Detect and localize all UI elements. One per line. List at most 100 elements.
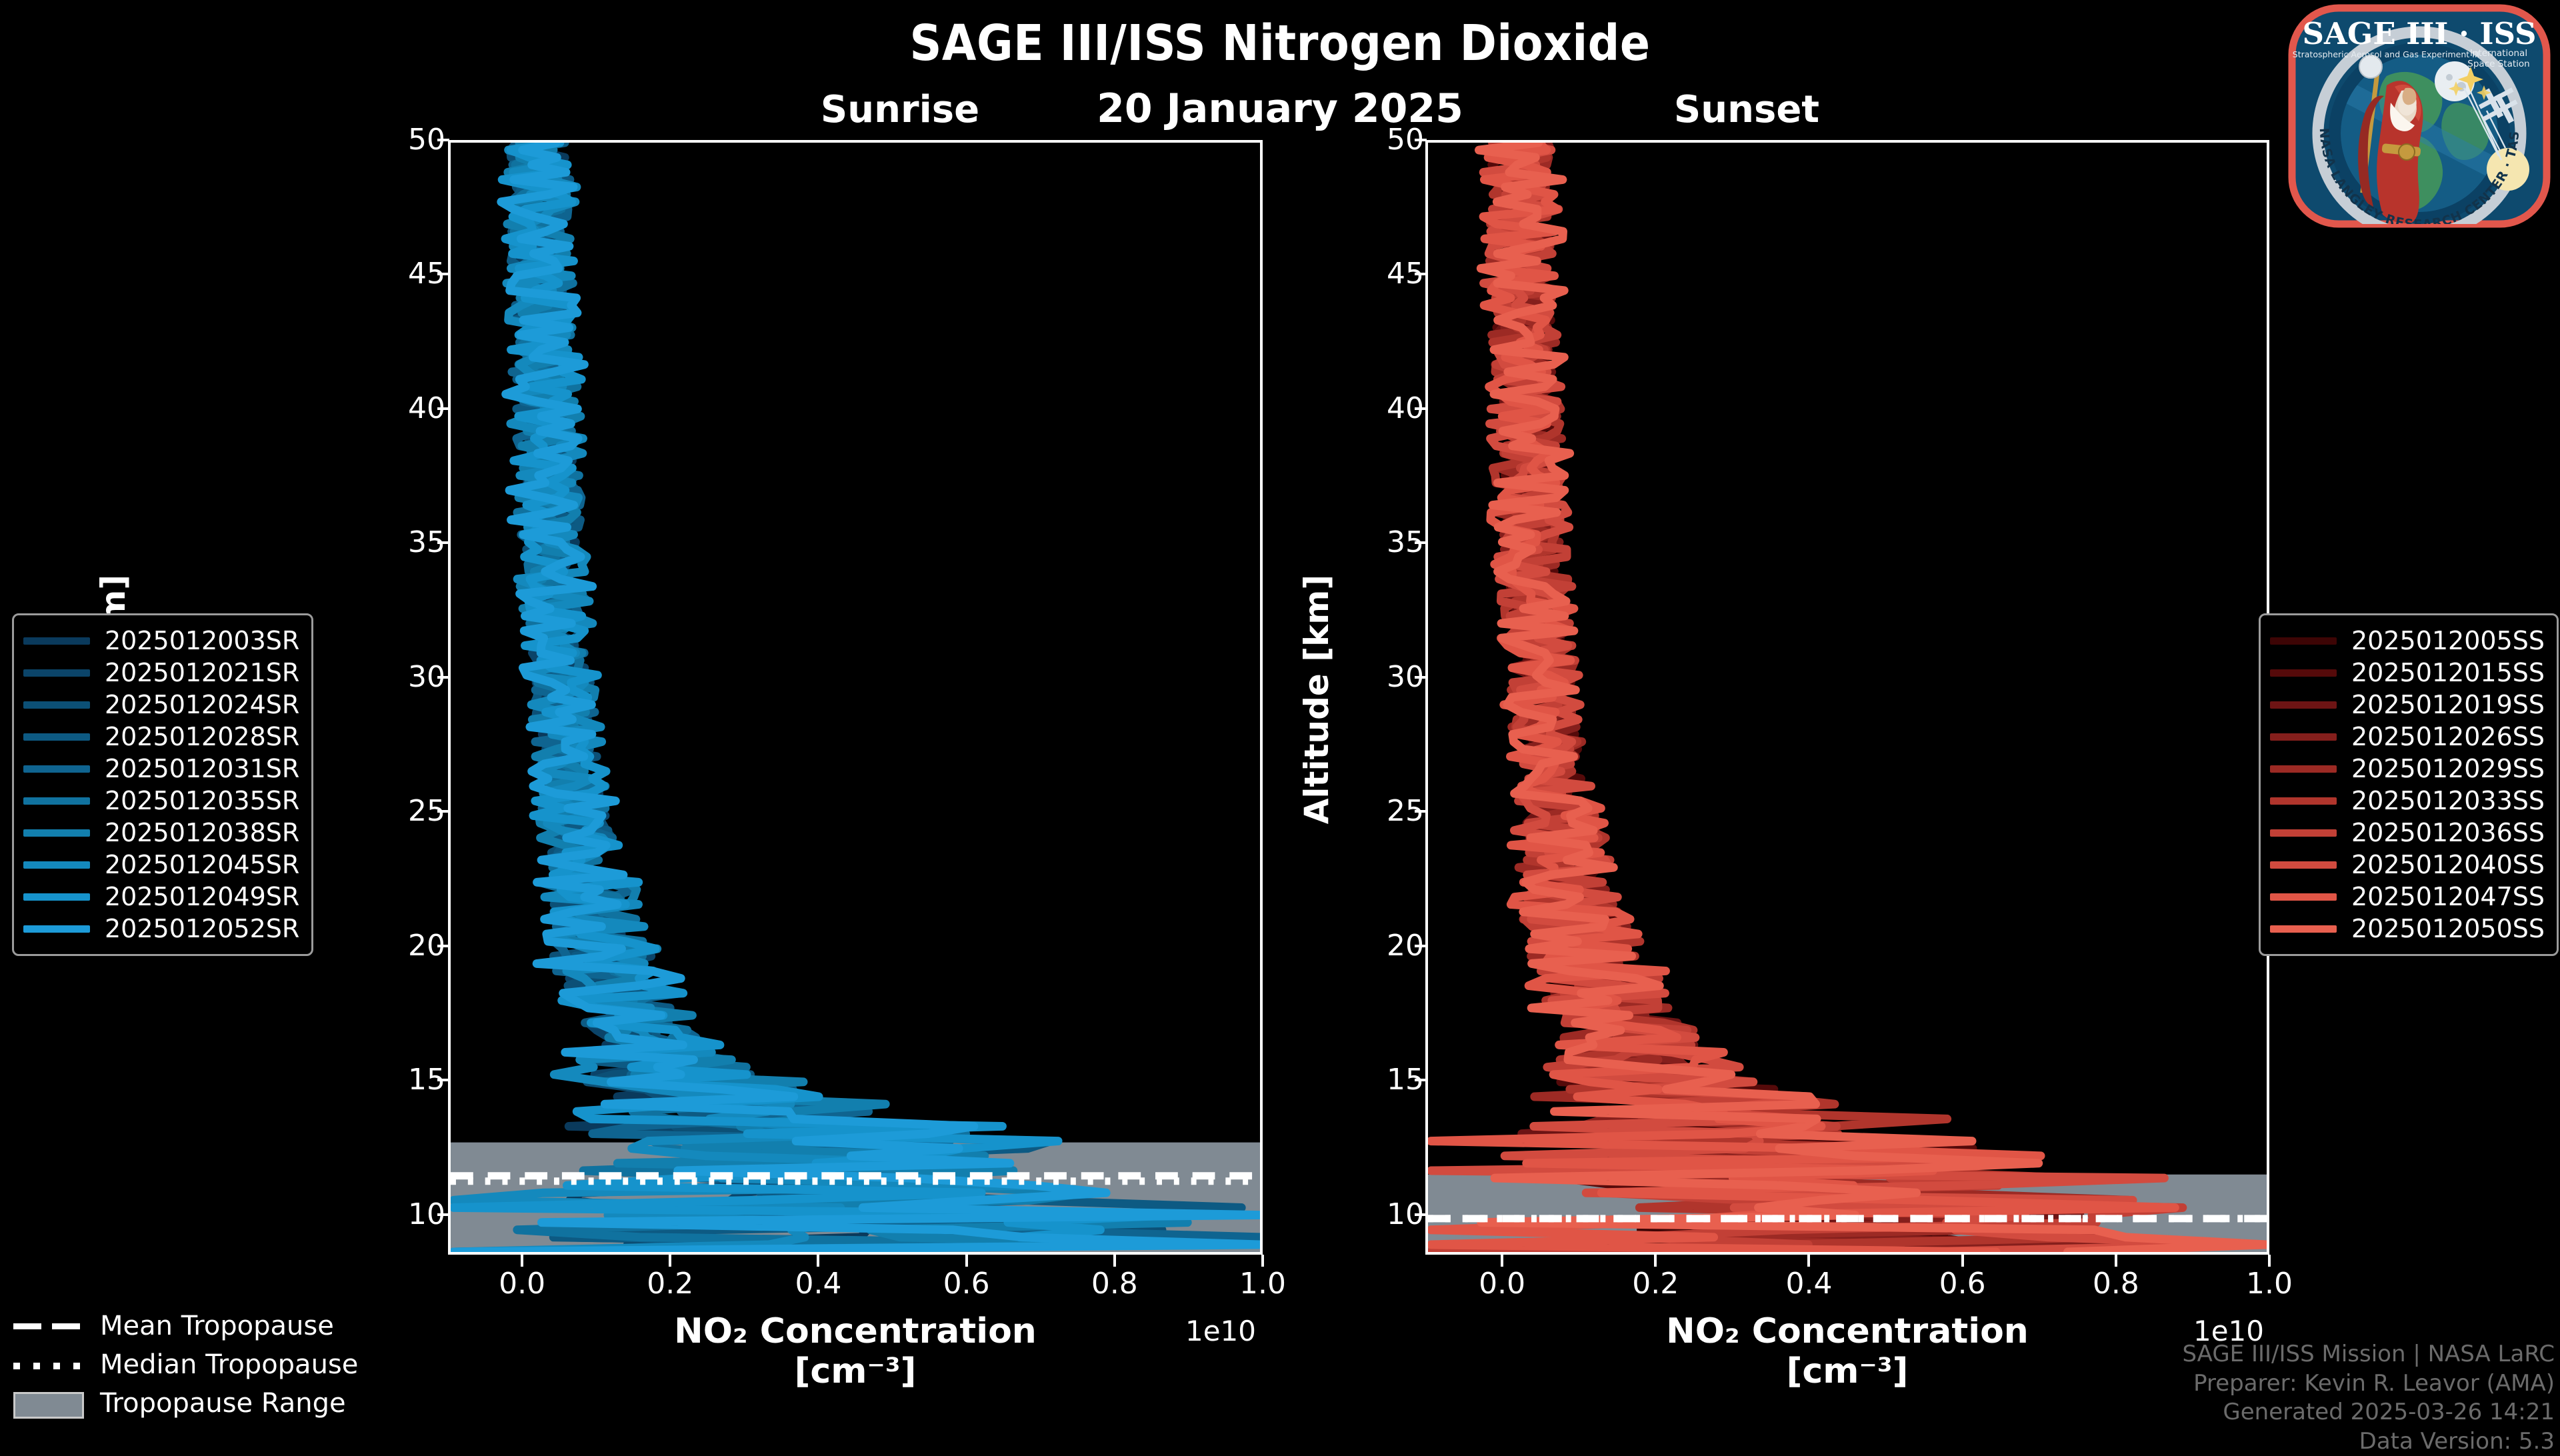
legend-item[interactable]: 2025012029SS [2270,753,2545,785]
legend-item-label: 2025012045SR [105,850,300,879]
tropopause-legend-row-median: Median Tropopause [13,1345,358,1384]
x-tick-mark [1113,1255,1116,1267]
legend-color-swatch [2270,925,2337,933]
legend-item[interactable]: 2025012015SS [2270,657,2545,689]
legend-item[interactable]: 2025012019SS [2270,689,2545,721]
x-tick-mark [2114,1255,2117,1267]
y-tick-mark [437,1213,449,1216]
x-tick-label: 0.0 [1479,1267,1526,1301]
x-tick-label: 0.2 [1632,1267,1679,1301]
legend-item[interactable]: 2025012005SS [2270,625,2545,657]
no2-profile-line [451,143,1260,1252]
credits-block: SAGE III/ISS Mission | NASA LaRC Prepare… [2182,1340,2555,1456]
tropopause-legend: Mean Tropopause Median Tropopause Tropop… [13,1307,358,1423]
legend-item-label: 2025012047SS [2351,882,2545,911]
legend-item-label: 2025012050SS [2351,914,2545,943]
mean-tropopause-label: Mean Tropopause [100,1311,334,1341]
legend-item[interactable]: 2025012040SS [2270,849,2545,881]
x-tick-mark [1807,1255,1811,1267]
legend-item[interactable]: 2025012021SR [23,657,299,689]
sunrise-profile-canvas [451,143,1260,1252]
patch-subtitle-right-1: International [2470,48,2527,59]
sunset-x-axis-label-line2: [cm⁻³] [1786,1351,1909,1391]
tropopause-legend-row-mean: Mean Tropopause [13,1307,358,1345]
legend-item-label: 2025012038SR [105,818,300,847]
credit-mission: SAGE III/ISS Mission | NASA LaRC [2182,1341,2555,1367]
sunset-x-axis-label-line1: NO₂ Concentration [1666,1311,2029,1351]
y-tick-mark [1415,273,1427,276]
legend-color-swatch [2270,669,2337,677]
legend-item[interactable]: 2025012052SR [23,913,299,945]
sunset-y-ticks [1413,139,1427,1255]
y-tick-mark [437,810,449,813]
legend-item[interactable]: 2025012003SR [23,625,299,657]
legend-item[interactable]: 2025012036SS [2270,817,2545,849]
sunrise-x-axis: 0.0 0.2 0.4 0.6 0.8 1.0 [448,1255,1286,1308]
x-tick-mark [1654,1255,1657,1267]
sunset-plot-area [1425,140,2269,1255]
legend-item[interactable]: 2025012026SS [2270,721,2545,753]
legend-color-swatch [23,669,90,677]
legend-item-label: 2025012019SS [2351,690,2545,719]
page-title: SAGE III/ISS Nitrogen Dioxide [909,15,1651,72]
sunrise-y-axis: 10 15 20 25 30 35 40 45 50 [315,125,445,1255]
no2-profile-line [1486,143,2106,1252]
median-tropopause-label: Median Tropopause [100,1349,359,1380]
legend-item[interactable]: 2025012033SS [2270,785,2545,817]
x-tick-label: 0.6 [943,1267,990,1301]
x-tick-label: 1.0 [2246,1267,2293,1301]
y-tick-mark [1415,407,1427,410]
legend-color-swatch [23,861,90,869]
legend-item-label: 2025012003SR [105,626,300,655]
sunset-x-axis: 0.0 0.2 0.4 0.6 0.8 1.0 [1425,1255,2293,1308]
legend-item[interactable]: 2025012031SR [23,753,299,785]
x-tick-mark [2268,1255,2271,1267]
credit-generated: Generated 2025-03-26 14:21 [2223,1399,2555,1426]
y-tick-mark [1415,541,1427,545]
sunrise-x-axis-label-line2: [cm⁻³] [794,1351,917,1391]
legend-color-swatch [2270,797,2337,805]
legend-color-swatch [23,893,90,901]
x-tick-label: 0.6 [1939,1267,1986,1301]
legend-item[interactable]: 2025012050SS [2270,913,2545,945]
legend-color-swatch [2270,893,2337,901]
legend-item[interactable]: 2025012047SS [2270,881,2545,913]
x-tick-label: 1.0 [1239,1267,1286,1301]
sunset-x-offset: 1e10 [2193,1315,2265,1347]
sunrise-series-legend[interactable]: 2025012003SR 2025012021SR 2025012024SR 2025… [12,613,314,956]
legend-item[interactable]: 2025012028SR [23,721,299,753]
legend-color-swatch [23,733,90,741]
legend-color-swatch [2270,733,2337,741]
legend-item[interactable]: 2025012045SR [23,849,299,881]
patch-title-text: SAGE III · ISS [2302,16,2536,51]
y-tick-mark [1415,675,1427,679]
sunrise-x-axis-label-line1: NO₂ Concentration [674,1311,1037,1351]
x-tick-label: 0.0 [499,1267,546,1301]
legend-item[interactable]: 2025012024SR [23,689,299,721]
legend-item[interactable]: 2025012035SR [23,785,299,817]
legend-color-swatch [2270,829,2337,837]
y-tick-mark [437,1079,449,1082]
legend-item-label: 2025012024SR [105,690,300,719]
legend-item-label: 2025012033SS [2351,786,2545,815]
legend-color-swatch [23,765,90,773]
x-tick-label: 0.4 [795,1267,842,1301]
y-tick-mark [1415,139,1427,141]
no2-profile-line [451,143,1237,1252]
x-tick-mark [521,1255,524,1267]
patch-subtitle-left: Stratospheric Aerosol and Gas Experiment… [2293,49,2479,59]
legend-color-swatch [2270,701,2337,709]
credit-version: Data Version: 5.3 [2359,1427,2555,1455]
legend-item[interactable]: 2025012049SR [23,881,299,913]
sunrise-x-offset: 1e10 [1185,1315,1257,1347]
sunset-y-axis-label: Altitude [km] [1297,574,1336,825]
legend-item-label: 2025012031SR [105,754,300,783]
legend-item[interactable]: 2025012038SR [23,817,299,849]
legend-item-label: 2025012026SS [2351,722,2545,751]
legend-color-swatch [2270,861,2337,869]
legend-item-label: 2025012028SR [105,722,300,751]
legend-item-label: 2025012029SS [2351,754,2545,783]
legend-item-label: 2025012015SS [2351,658,2545,687]
no2-profile-line [1474,143,2267,1252]
sunset-series-legend[interactable]: 2025012005SS 2025012015SS 2025012019SS 2025… [2259,613,2559,956]
